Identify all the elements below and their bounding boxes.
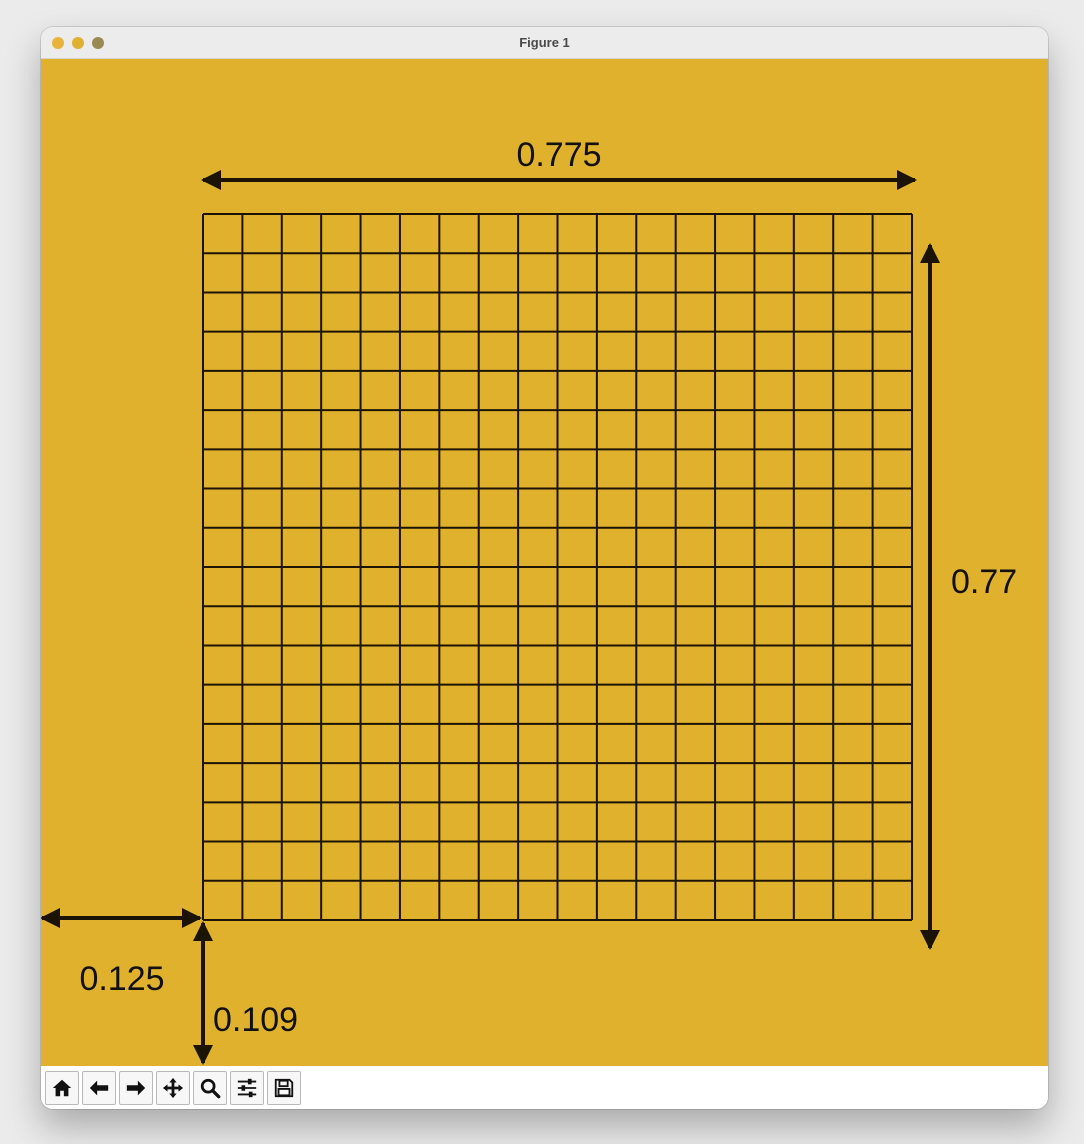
home-icon [52, 1079, 72, 1097]
move-icon [162, 1077, 184, 1099]
figure-window: Figure 1 0.775 0.77 0.125 0.109 [41, 27, 1048, 1109]
zoom-button[interactable] [193, 1071, 227, 1105]
navigation-toolbar [41, 1066, 1048, 1109]
left-margin-label: 0.125 [79, 960, 164, 998]
axes-grid [202, 213, 913, 921]
title-bar: Figure 1 [41, 27, 1048, 59]
arrow-right-icon [126, 1080, 146, 1096]
back-button[interactable] [82, 1071, 116, 1105]
magnifier-icon [200, 1078, 221, 1099]
figure-canvas[interactable]: 0.775 0.77 0.125 0.109 [41, 59, 1048, 1066]
close-window-button[interactable] [52, 37, 64, 49]
floppy-disk-icon [274, 1078, 294, 1098]
figure-background [41, 59, 1048, 1066]
save-button[interactable] [267, 1071, 301, 1105]
pan-button[interactable] [156, 1071, 190, 1105]
figure-svg: 0.775 0.77 0.125 0.109 [41, 59, 1048, 1066]
configure-subplots-button[interactable] [230, 1071, 264, 1105]
forward-button[interactable] [119, 1071, 153, 1105]
width-label: 0.775 [516, 136, 601, 174]
sliders-icon [237, 1078, 257, 1098]
home-button[interactable] [45, 1071, 79, 1105]
bottom-margin-label: 0.109 [213, 1001, 298, 1039]
height-label: 0.77 [951, 563, 1017, 601]
window-title: Figure 1 [519, 35, 570, 50]
arrow-left-icon [89, 1080, 109, 1096]
zoom-window-button[interactable] [92, 37, 104, 49]
minimize-window-button[interactable] [72, 37, 84, 49]
